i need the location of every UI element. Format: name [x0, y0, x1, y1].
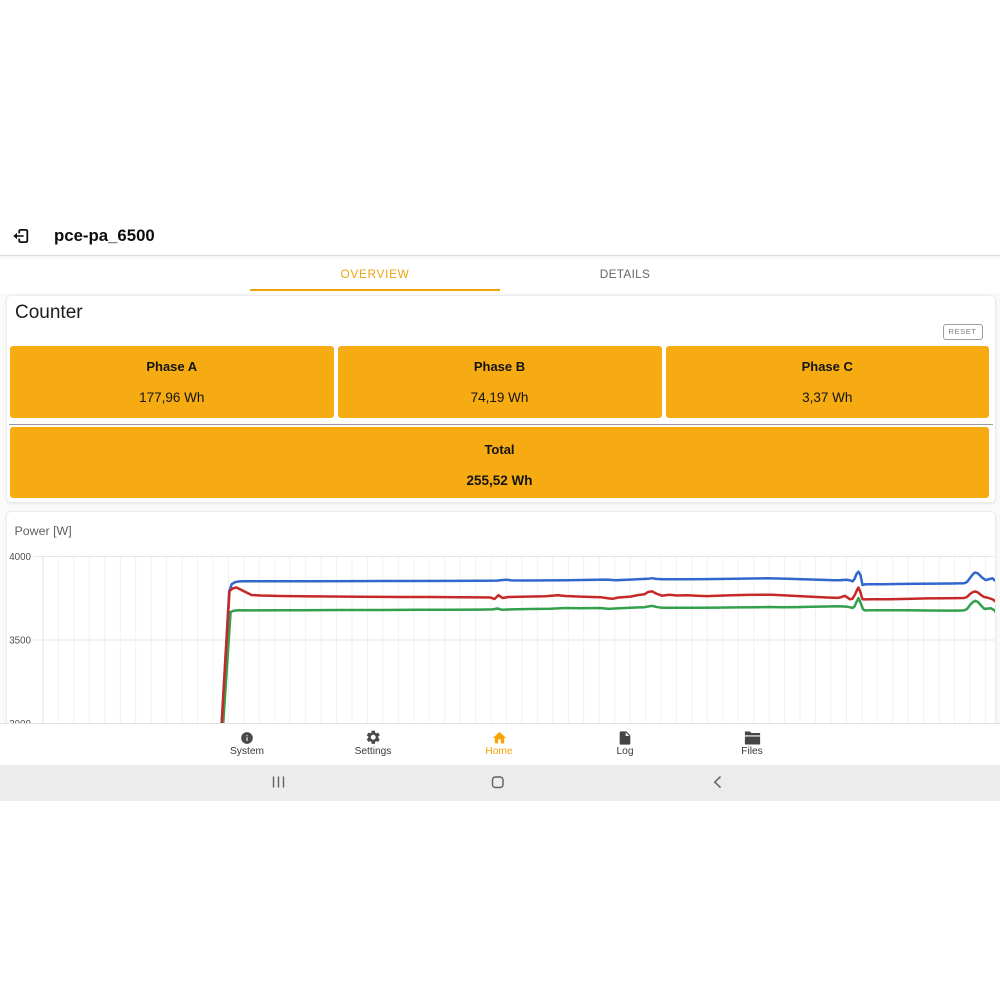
svg-text:3500: 3500 — [9, 635, 31, 646]
svg-text:4000: 4000 — [9, 552, 31, 563]
